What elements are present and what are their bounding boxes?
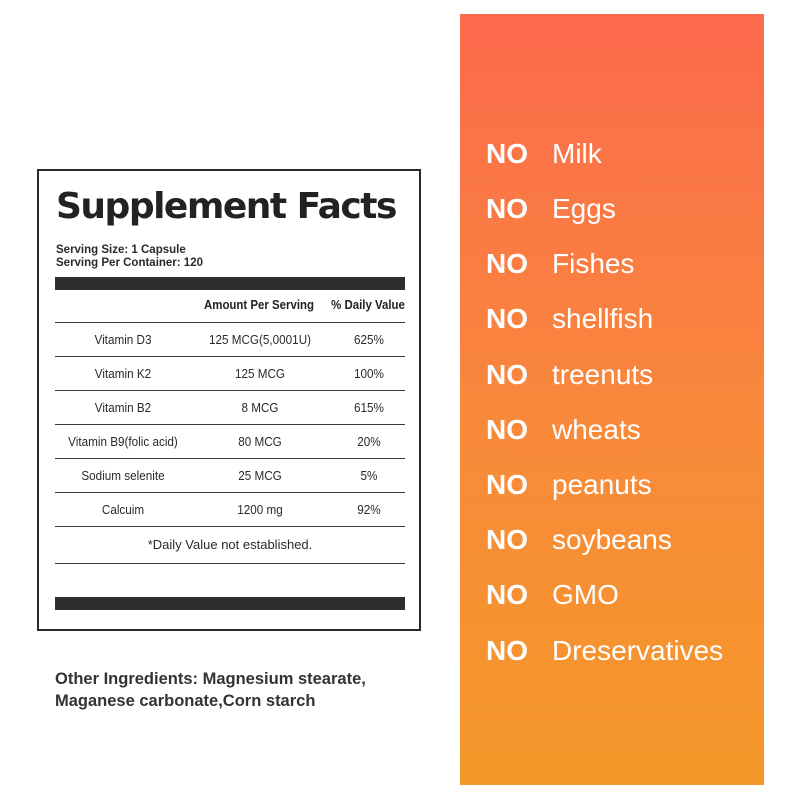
nutrient-amount: 8 MCG [241, 400, 279, 415]
free-from-item: NO shellfish [486, 299, 653, 339]
nutrient-name: Vitamin D3 [94, 332, 152, 347]
other-ingredients-line2: Maganese carbonate,Corn starch [55, 692, 316, 710]
nutrient-daily-value: 625% [354, 332, 384, 347]
table-row: Vitamin B9(folic acid) 80 MCG 20% [55, 424, 405, 459]
free-from-item: NO Milk [486, 134, 602, 174]
nutrient-name: Calcuim [101, 502, 145, 517]
free-from-label: Dreservatives [552, 635, 724, 666]
allergen-free-panel: NO Milk NO Eggs NO Fishes NO shellfish NO tre… [460, 14, 764, 785]
nutrient-daily-value: 615% [354, 400, 384, 415]
free-from-label: Milk [552, 138, 602, 169]
free-from-label: peanuts [552, 469, 652, 500]
table-row: Vitamin B2 8 MCG 615% [55, 390, 405, 425]
nutrient-amount: 1200 mg [237, 502, 283, 517]
no-prefix: NO [486, 248, 528, 279]
other-ingredients-line1: Other Ingredients: Magnesium stearate, [55, 670, 366, 688]
header-daily-value: % Daily Value [331, 297, 405, 312]
header-amount: Amount Per Serving [204, 297, 314, 312]
top-divider-bar [55, 277, 405, 290]
no-prefix: NO [486, 524, 528, 555]
free-from-label: Eggs [552, 193, 616, 224]
free-from-label: wheats [552, 414, 641, 445]
table-row: Sodium selenite 25 MCG 5% [55, 458, 405, 493]
free-from-label: treenuts [552, 359, 654, 390]
nutrient-amount: 125 MCG(5,0001U) [208, 332, 312, 347]
nutrient-daily-value: 5% [360, 468, 378, 483]
free-from-item: NO soybeans [486, 520, 672, 560]
facts-title: Supplement Facts [56, 186, 397, 227]
no-prefix: NO [486, 635, 528, 666]
table-row: Vitamin K2 125 MCG 100% [55, 356, 405, 391]
no-prefix: NO [486, 414, 528, 445]
table-row: Calcuim 1200 mg 92% [55, 492, 405, 527]
bottom-divider-bar [55, 597, 405, 610]
daily-value-footnote: *Daily Value not established. [55, 526, 405, 564]
nutrient-amount: 125 MCG [234, 366, 286, 381]
nutrient-daily-value: 20% [357, 434, 381, 449]
nutrient-amount: 80 MCG [238, 434, 282, 449]
nutrient-daily-value: 100% [354, 366, 384, 381]
supplement-facts-panel: Supplement Facts Serving Size: 1 Capsule… [37, 169, 421, 631]
free-from-label: shellfish [552, 303, 654, 334]
nutrient-name: Sodium selenite [81, 468, 165, 483]
free-from-item: NO GMO [486, 575, 619, 615]
no-prefix: NO [486, 193, 528, 224]
nutrient-amount: 25 MCG [238, 468, 282, 483]
no-prefix: NO [486, 138, 528, 169]
no-prefix: NO [486, 579, 528, 610]
free-from-label: Fishes [552, 248, 635, 279]
no-prefix: NO [486, 359, 528, 390]
nutrient-daily-value: 92% [357, 502, 381, 517]
free-from-label: soybeans [552, 524, 672, 555]
free-from-item: NO treenuts [486, 355, 653, 395]
serving-size: Serving Size: 1 Capsule [56, 244, 186, 256]
nutrient-name: Vitamin K2 [94, 366, 152, 381]
nutrient-name: Vitamin B2 [94, 400, 152, 415]
free-from-item: NO Dreservatives [486, 631, 723, 671]
other-ingredients: Other Ingredients: Magnesium stearate, M… [55, 668, 415, 712]
free-from-item: NO Fishes [486, 244, 634, 284]
free-from-item: NO wheats [486, 410, 641, 450]
nutrient-name: Vitamin B9(folic acid) [68, 434, 178, 449]
free-from-item: NO peanuts [486, 465, 652, 505]
free-from-label: GMO [552, 579, 619, 610]
no-prefix: NO [486, 303, 528, 334]
free-from-item: NO Eggs [486, 189, 616, 229]
table-row: Vitamin D3 125 MCG(5,0001U) 625% [55, 322, 405, 357]
no-prefix: NO [486, 469, 528, 500]
serving-per-container: Serving Per Container: 120 [56, 257, 203, 269]
